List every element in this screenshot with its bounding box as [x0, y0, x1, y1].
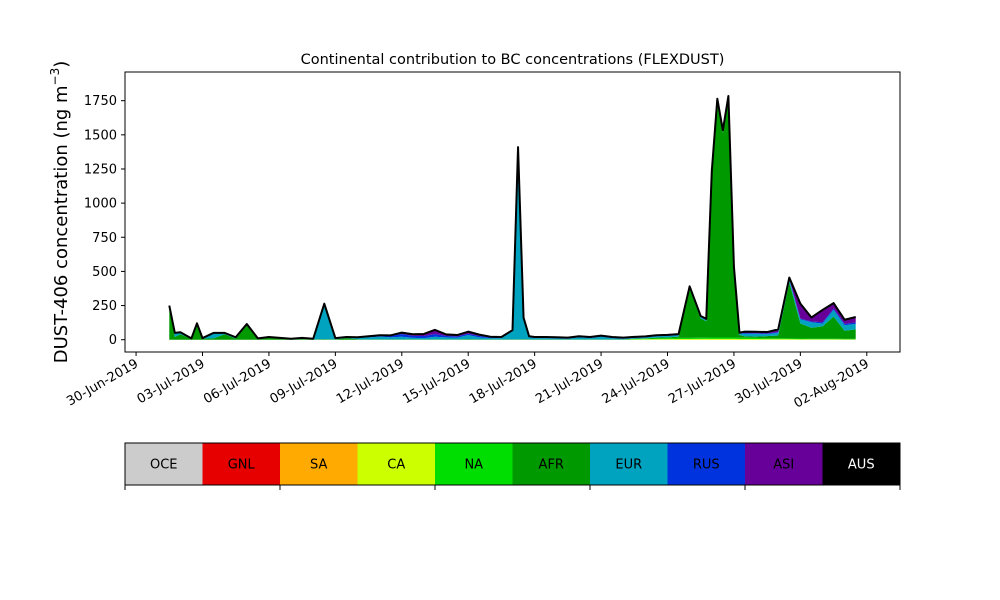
x-tick-label: 21-Jul-2019: [533, 356, 606, 407]
y-tick-label: 1250: [84, 162, 117, 177]
area-na: [169, 337, 856, 340]
x-tick-label: 18-Jul-2019: [467, 356, 540, 407]
legend-label-sa: SA: [310, 458, 327, 473]
x-tick-label: 30-Jun-2019: [64, 356, 141, 409]
legend-frame: [124, 442, 901, 486]
area-afr: [169, 98, 856, 340]
y-tick-label: 1500: [84, 128, 117, 143]
legend-swatch-rus: [667, 443, 745, 485]
chart-title: Continental contribution to BC concentra…: [301, 52, 725, 68]
legend-swatch-afr: [512, 443, 590, 485]
legend-label-gnl: GNL: [228, 458, 256, 473]
y-axis-label: DUST-406 concentration (ng m−3): [48, 61, 72, 364]
y-tick-label: 500: [92, 265, 117, 280]
legend-label-na: NA: [464, 458, 483, 473]
total-line: [168, 95, 856, 340]
legend-swatch-sa: [280, 443, 358, 485]
legend-swatch-gnl: [202, 443, 280, 485]
y-tick-label: 1750: [84, 94, 117, 109]
legend-swatch-na: [435, 443, 513, 485]
legend: OCE GNL SA CA NA AFR EUR RUS ASI AUS: [124, 442, 901, 490]
y-axis-label-main: DUST-406 concentration (ng m: [51, 85, 72, 363]
legend-label-afr: AFR: [539, 458, 564, 473]
y-axis-label-close: ): [51, 61, 72, 68]
x-tick-label: 27-Jul-2019: [666, 356, 739, 407]
x-tick-label: 09-Jul-2019: [268, 356, 341, 407]
legend-swatch-eur: [590, 443, 668, 485]
x-tick-label: 24-Jul-2019: [600, 356, 673, 407]
legend-label-eur: EUR: [615, 458, 642, 473]
axes: 0 250 500 750 1000 1250 1500 1750 30-Jun-201903-…: [64, 71, 901, 412]
legend-label-aus: AUS: [848, 458, 875, 473]
x-tick-label: 03-Jul-2019: [135, 356, 208, 407]
x-tick-label: 06-Jul-2019: [201, 356, 274, 407]
plot-area: [168, 95, 856, 340]
y-tick-label: 250: [92, 299, 117, 314]
legend-label-ca: CA: [387, 458, 405, 473]
x-tick-label: 02-Aug-2019: [791, 356, 871, 411]
x-tick-label: 15-Jul-2019: [400, 356, 473, 407]
legend-label-oce: OCE: [150, 458, 178, 473]
plot-frame: [124, 71, 901, 353]
y-axis-label-sup: −3: [48, 68, 62, 86]
legend-swatch-ca: [357, 443, 435, 485]
area-ca: [169, 338, 856, 340]
y-tick-label: 1000: [84, 197, 117, 212]
x-tick-label: 12-Jul-2019: [334, 356, 407, 407]
legend-swatch-asi: [745, 443, 823, 485]
legend-label-rus: RUS: [693, 458, 720, 473]
legend-swatch-oce: [125, 443, 203, 485]
y-tick-label: 750: [92, 231, 117, 246]
legend-label-asi: ASI: [773, 458, 794, 473]
legend-swatch-aus: [822, 443, 900, 485]
y-tick-label: 0: [109, 333, 117, 348]
